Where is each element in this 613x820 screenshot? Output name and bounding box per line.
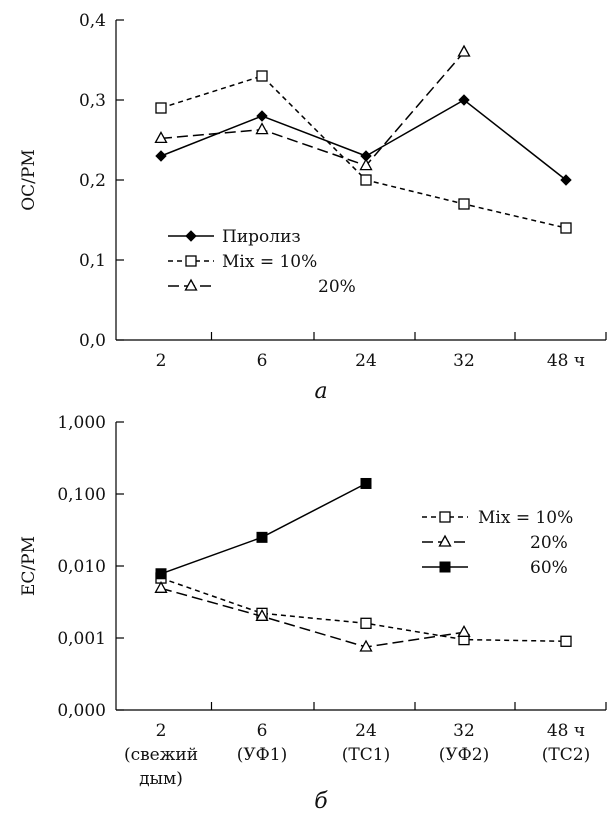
series-mix-10- xyxy=(155,572,572,647)
series-20- xyxy=(154,44,471,171)
x-tick-label: 24 xyxy=(355,721,377,741)
data-point xyxy=(360,174,372,186)
data-point xyxy=(560,222,572,234)
legend-item: Mix = 10% xyxy=(168,252,317,272)
y-tick-label: 0,3 xyxy=(79,91,106,111)
x-tick-sublabel: дым) xyxy=(139,769,183,789)
panel-label: а xyxy=(314,379,327,404)
x-tick-label: 24 xyxy=(355,351,377,371)
y-tick-label: 0,2 xyxy=(79,171,106,191)
legend-item: 20% xyxy=(422,533,568,553)
series-line xyxy=(160,482,367,575)
x-tick-label: 32 xyxy=(453,721,475,741)
legend-item: Mix = 10% xyxy=(422,508,573,528)
x-tick-label: 32 xyxy=(453,351,475,371)
x-tick-label: 6 xyxy=(257,721,268,741)
data-point xyxy=(457,44,471,57)
x-tick-label: 2 xyxy=(156,721,167,741)
data-point xyxy=(458,198,470,210)
series-пиролиз xyxy=(155,94,572,186)
series-60- xyxy=(155,477,372,580)
legend-label: 60% xyxy=(530,558,568,578)
series-mix-10- xyxy=(155,70,572,234)
legend-marker xyxy=(439,561,451,573)
y-tick-label: 0,1 xyxy=(79,251,106,271)
data-point xyxy=(458,94,470,106)
data-point xyxy=(359,158,373,171)
y-axis-title: OC/PM xyxy=(19,149,39,211)
data-point xyxy=(560,174,572,186)
series-line xyxy=(160,587,465,648)
data-point xyxy=(256,110,268,122)
y-tick-label: 1,000 xyxy=(57,413,106,433)
y-tick-label: 0,010 xyxy=(57,557,106,577)
x-tick-label: 6 xyxy=(257,351,268,371)
panel-label: б xyxy=(314,789,328,814)
legend-item: 20% xyxy=(168,277,356,297)
data-point xyxy=(360,477,372,489)
panel-a: 0,0 0,1 0,2 0,3 0,4 2 6 24 32 48 ч OC/PM а Пиролиз Mi… xyxy=(19,11,607,404)
legend-marker xyxy=(438,534,452,547)
legend-marker xyxy=(184,278,198,291)
data-point xyxy=(256,531,268,543)
x-tick-sublabel: (TC2) xyxy=(542,745,590,765)
y-axis-title: EC/PM xyxy=(19,536,39,596)
legend-marker xyxy=(439,511,451,523)
legend-label: Пиролиз xyxy=(222,227,301,247)
legend-label: Mix = 10% xyxy=(222,252,317,272)
legend-marker xyxy=(185,255,197,267)
x-tick-label: 48 ч xyxy=(547,721,585,741)
x-tick-label: 2 xyxy=(156,351,167,371)
y-tick-label: 0,0 xyxy=(79,331,106,351)
x-tick-sublabel: (УФ2) xyxy=(439,745,489,765)
panel-b: 0,000 0,001 0,010 0,100 1,000 2 (свежий дым) 6 (У… xyxy=(19,413,607,814)
y-tick-label: 0,001 xyxy=(57,629,106,649)
legend-marker xyxy=(185,230,197,242)
series-line xyxy=(160,51,465,167)
legend-label: 20% xyxy=(318,277,356,297)
series-line xyxy=(160,75,567,229)
legend-label: Mix = 10% xyxy=(478,508,573,528)
series-line xyxy=(160,577,567,643)
data-point xyxy=(256,70,268,82)
y-tick-label: 0,000 xyxy=(57,701,106,721)
data-point xyxy=(255,122,269,135)
x-tick-sublabel: (TC1) xyxy=(342,745,390,765)
legend-item: Пиролиз xyxy=(168,227,301,247)
x-tick-sublabel: (свежий xyxy=(124,745,198,765)
data-point xyxy=(155,568,167,580)
data-point xyxy=(154,131,168,144)
y-tick-label: 0,4 xyxy=(79,11,106,31)
legend-item: 60% xyxy=(422,558,568,578)
data-point xyxy=(155,102,167,114)
x-tick-label: 48 ч xyxy=(547,351,585,371)
legend-label: 20% xyxy=(530,533,568,553)
x-tick-sublabel: (УФ1) xyxy=(237,745,287,765)
data-point xyxy=(154,580,168,593)
data-point xyxy=(457,624,471,637)
data-point xyxy=(360,617,372,629)
data-point xyxy=(155,150,167,162)
y-tick-label: 0,100 xyxy=(57,485,106,505)
data-point xyxy=(560,635,572,647)
data-point xyxy=(255,608,269,621)
data-point xyxy=(359,639,373,652)
series-20- xyxy=(154,580,471,652)
